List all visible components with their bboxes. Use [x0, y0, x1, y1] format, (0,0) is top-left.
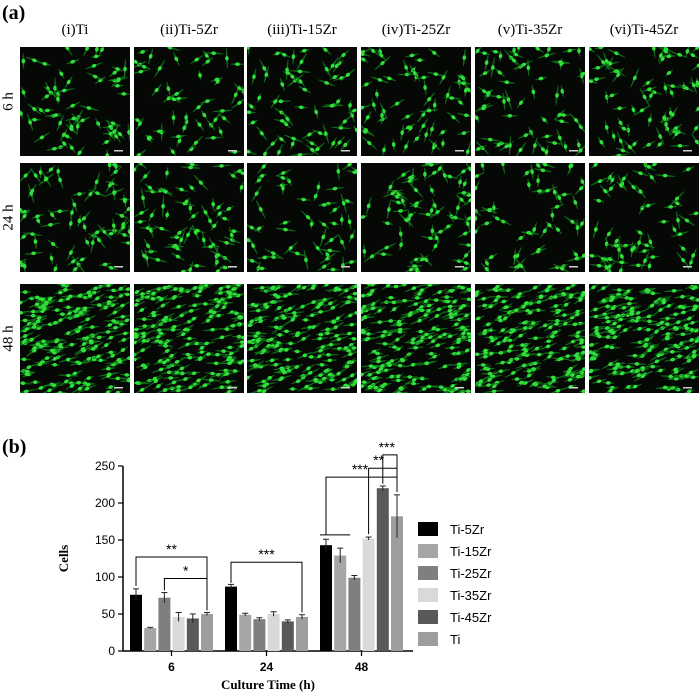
micrograph-image	[247, 163, 357, 272]
y-axis-label: Cells	[56, 545, 71, 572]
micrograph-image	[589, 47, 699, 156]
legend-item: Ti-15Zr	[418, 541, 491, 561]
panel-b-label: (b)	[2, 436, 27, 458]
bar	[225, 586, 237, 651]
legend-item: Ti-35Zr	[418, 585, 491, 605]
bar	[239, 614, 252, 651]
legend-label: Ti-15Zr	[450, 543, 492, 559]
micrograph-image	[134, 47, 244, 156]
significance-marker: ***	[352, 461, 369, 477]
row-header: 6 h	[0, 91, 17, 111]
micrograph-image	[361, 284, 471, 393]
column-header: (vi)Ti-45Zr	[609, 22, 679, 38]
row-header: 24 h	[0, 203, 17, 231]
column-header: (v)Ti-35Zr	[497, 22, 563, 38]
legend-swatch	[418, 544, 438, 558]
micrograph-image	[247, 47, 357, 156]
bar	[334, 555, 347, 651]
legend-label: Ti-25Zr	[450, 565, 492, 581]
column-header: (i)Ti	[61, 22, 89, 38]
micrograph-image	[475, 47, 585, 156]
column-header: (iv)Ti-25Zr	[381, 22, 451, 38]
legend-item: Ti	[418, 629, 460, 649]
legend-item: Ti-45Zr	[418, 607, 491, 627]
y-tick-label: 150	[95, 533, 115, 547]
legend-label: Ti-45Zr	[450, 609, 492, 625]
bar	[376, 488, 389, 651]
bar	[172, 616, 185, 651]
x-tick-label: 24	[260, 660, 274, 674]
y-tick-label: 0	[108, 644, 115, 658]
x-tick-label: 6	[168, 660, 175, 674]
bar	[296, 616, 308, 651]
significance-bracket	[163, 577, 208, 611]
legend-label: Ti	[450, 631, 461, 647]
micrograph-image	[361, 163, 471, 272]
column-header: (ii)Ti-5Zr	[160, 22, 218, 38]
y-tick-label: 100	[95, 570, 115, 584]
legend-swatch	[418, 566, 438, 580]
bar	[253, 619, 266, 651]
micrograph-image	[20, 163, 130, 272]
bar	[201, 614, 213, 651]
significance-bracket	[135, 556, 208, 611]
x-tick-label: 48	[355, 660, 369, 674]
micrograph-image	[134, 284, 244, 393]
legend-swatch	[418, 632, 438, 646]
significance-marker: **	[166, 541, 177, 557]
micrograph-image	[134, 163, 244, 272]
micrograph-image	[20, 284, 130, 393]
bar	[158, 597, 171, 651]
bar	[362, 538, 375, 651]
significance-marker: **	[373, 452, 384, 468]
bar	[348, 577, 361, 651]
legend-item: Ti-5Zr	[418, 519, 484, 539]
y-tick-label: 250	[95, 459, 115, 473]
legend-label: Ti-5Zr	[450, 521, 485, 537]
micrograph-image	[589, 284, 699, 393]
significance-bracket	[230, 561, 303, 613]
x-axis-label: Culture Time (h)	[221, 677, 315, 692]
significance-marker: *	[183, 562, 189, 578]
legend-swatch	[418, 588, 438, 602]
legend-swatch	[418, 610, 438, 624]
legend-label: Ti-35Zr	[450, 587, 492, 603]
legend-swatch	[418, 522, 438, 536]
bar	[391, 516, 403, 651]
y-tick-label: 50	[102, 607, 116, 621]
bar-chart: 0 50 100 150 200 250 Cells Culture Time (h) 6 24 4…	[56, 439, 413, 692]
y-tick-label: 200	[95, 496, 115, 510]
micrograph-image	[589, 163, 699, 272]
column-header: (iii)Ti-15Zr	[267, 22, 337, 38]
bar	[144, 628, 157, 651]
micrograph-image	[247, 284, 357, 393]
significance-marker: ***	[379, 439, 396, 455]
panel-a-label: (a)	[2, 2, 26, 24]
significance-marker: ***	[258, 546, 275, 562]
bar	[267, 614, 280, 651]
micrograph-image	[20, 47, 130, 156]
micrograph-image	[475, 163, 585, 272]
bar	[320, 545, 332, 651]
bar	[130, 594, 142, 651]
significance-bracket	[382, 454, 398, 492]
legend-item: Ti-25Zr	[418, 563, 491, 583]
micrograph-image	[361, 47, 471, 156]
bar	[186, 618, 199, 651]
micrograph-image	[475, 284, 585, 393]
bar	[281, 621, 294, 651]
row-header: 48 h	[0, 324, 17, 352]
